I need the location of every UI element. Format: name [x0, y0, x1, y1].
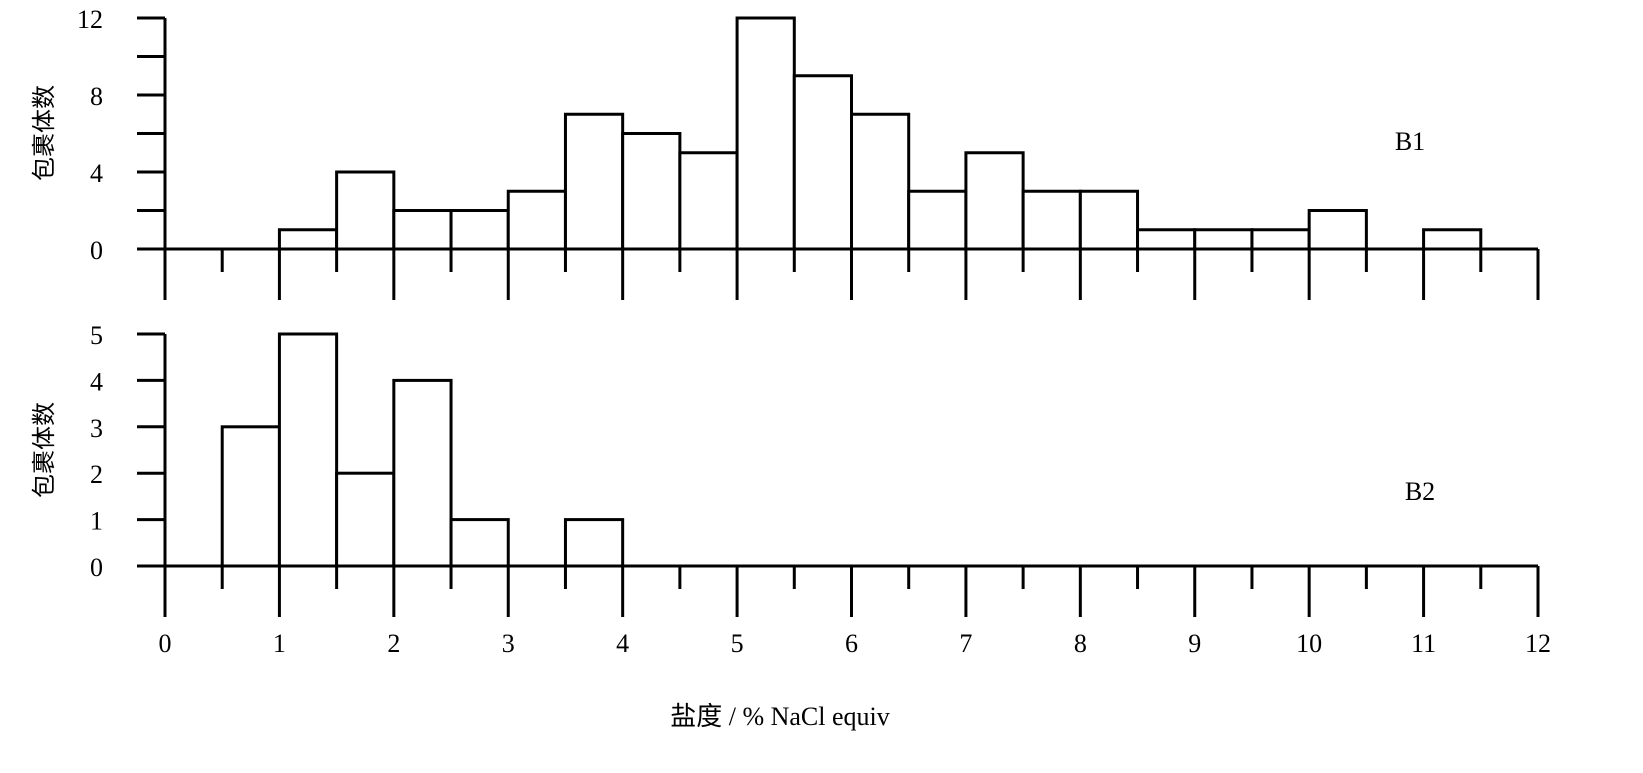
y-tick-label: 5	[90, 321, 103, 350]
x-axis-label: 盐度 / % NaCl equiv	[670, 702, 890, 731]
histogram-bar	[1307, 209, 1368, 251]
x-tick-label: 10	[1296, 629, 1322, 658]
y-tick-label: 4	[90, 367, 103, 396]
x-tick-label: 5	[731, 629, 744, 658]
y-tick-label: 1	[90, 507, 103, 536]
x-tick-label: 0	[159, 629, 172, 658]
histogram-bar	[678, 151, 739, 251]
histogram-bar	[335, 471, 396, 568]
histogram-bar	[506, 189, 567, 251]
x-tick-label: 8	[1074, 629, 1087, 658]
y-tick-label: 0	[90, 236, 103, 265]
histogram-bar	[1193, 228, 1254, 251]
y-tick-label: 2	[90, 460, 103, 489]
y-tick-label: 3	[90, 414, 103, 443]
histogram-bar	[1250, 228, 1311, 251]
histogram-bar	[1136, 228, 1197, 251]
x-tick-label: 7	[959, 629, 972, 658]
y-tick-label: 4	[90, 159, 103, 188]
histogram-bar	[735, 16, 796, 251]
histogram-bar	[621, 132, 682, 251]
y-axis-label: 包裹体数	[31, 85, 58, 181]
panel-b2: 0 1 2 3 4 5 包裹体数 B2	[31, 321, 1540, 617]
histogram-bar	[392, 378, 453, 568]
histogram-bar	[964, 151, 1025, 251]
y-axis-label: 包裹体数	[31, 402, 58, 498]
histogram-bar	[1021, 189, 1082, 251]
x-tick-label: 2	[387, 629, 400, 658]
x-axis-tick-labels: 0 1 2 3 4 5 6 7 8 9 10 11 12	[159, 629, 1552, 658]
histogram-bar	[220, 425, 281, 568]
histogram-bar	[335, 170, 396, 251]
x-tick-label: 4	[616, 629, 629, 658]
histogram-bar	[1078, 189, 1140, 251]
x-tick-label: 12	[1525, 629, 1551, 658]
histogram-bar	[563, 112, 625, 251]
histogram-bar	[563, 518, 625, 568]
y-tick-label: 0	[90, 553, 103, 582]
panel-label: B1	[1395, 127, 1425, 156]
y-tick-label: 8	[90, 82, 103, 111]
y-tick-label: 12	[77, 5, 103, 34]
x-tick-label: 3	[502, 629, 515, 658]
histogram-bar	[449, 518, 510, 568]
x-tick-label: 6	[845, 629, 858, 658]
x-tick-label: 9	[1188, 629, 1201, 658]
histogram-bar	[449, 209, 510, 251]
panel-b1: 0 4 8 12 包裹体数 B1	[31, 5, 1540, 300]
histogram-bar	[277, 332, 339, 568]
panel-label: B2	[1405, 477, 1435, 506]
histogram-bar	[850, 112, 911, 251]
x-tick-label: 1	[273, 629, 286, 658]
histogram-bar	[392, 209, 453, 251]
histogram-bar	[277, 228, 339, 251]
x-tick-label: 11	[1411, 629, 1436, 658]
histogram-bar	[792, 74, 854, 251]
histogram-bar	[1422, 228, 1483, 251]
histogram-bar	[907, 189, 968, 251]
